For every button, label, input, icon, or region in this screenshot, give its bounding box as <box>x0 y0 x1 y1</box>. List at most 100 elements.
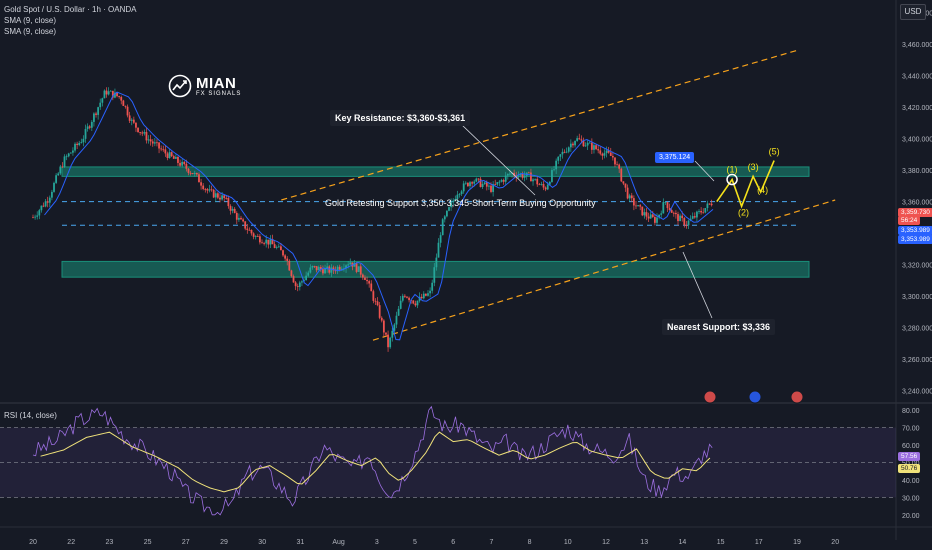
candle-body <box>509 173 511 175</box>
candle-body <box>332 267 335 271</box>
candle-body <box>460 191 463 194</box>
candle-body <box>593 145 595 150</box>
candle-body <box>338 266 341 270</box>
candle-body <box>406 296 408 298</box>
time-tick-label: 3 <box>375 539 379 546</box>
sma-legend-2[interactable]: SMA (9, close) <box>4 27 57 36</box>
candle-body <box>670 210 673 213</box>
candle-body <box>301 281 303 283</box>
candle-body <box>595 145 597 150</box>
candle-body <box>181 161 184 166</box>
time-tick-label: 30 <box>258 539 266 546</box>
candle-body <box>521 173 524 178</box>
candle-body <box>84 128 87 139</box>
candle-body <box>103 90 106 99</box>
time-tick-label: 8 <box>528 539 532 546</box>
candle-body <box>416 300 419 306</box>
price-tick-label: 3,400.000 <box>902 137 932 144</box>
candle-body <box>195 172 198 175</box>
analysis-text[interactable]: Gold Retesting Support 3,350-3,345-Short… <box>325 198 596 208</box>
time-tick-label: 23 <box>106 539 114 546</box>
candle-body <box>292 276 295 283</box>
candle-body <box>540 184 543 185</box>
candle-body <box>288 260 291 271</box>
current-price-tag: 3,359.730 <box>898 208 932 217</box>
candle-body <box>74 143 76 151</box>
candle-body <box>319 267 322 270</box>
candle-body <box>567 147 570 152</box>
candle-body <box>139 132 142 133</box>
candle-body <box>366 279 368 282</box>
candle-body <box>452 200 455 203</box>
wave-label: (3) <box>748 162 759 172</box>
candle-body <box>609 152 612 156</box>
candle-body <box>582 140 585 147</box>
candle-body <box>80 142 83 143</box>
candle-body <box>542 184 545 188</box>
wave-label: (2) <box>738 208 749 218</box>
candle-body <box>548 181 551 185</box>
candle-body <box>530 172 532 182</box>
candle-body <box>223 195 226 199</box>
candle-body <box>280 246 282 251</box>
candle-body <box>90 121 93 128</box>
candle-body <box>340 268 343 270</box>
candle-body <box>643 212 646 216</box>
candle-body <box>242 219 244 222</box>
chart-legend: Gold Spot / U.S. Dollar · 1h · OANDA SMA… <box>4 4 137 37</box>
candle-body <box>88 126 91 128</box>
candle-body <box>336 266 339 272</box>
candle-body <box>326 266 329 269</box>
candle-body <box>420 296 423 299</box>
currency-button[interactable]: USD <box>900 4 926 20</box>
candle-body <box>656 217 658 223</box>
candle-body <box>387 334 389 348</box>
candle-body <box>584 145 587 147</box>
candle-body <box>496 182 499 185</box>
rsi-tick-label: 80.00 <box>902 408 920 415</box>
candle-body <box>414 303 417 306</box>
candle-body <box>101 98 104 103</box>
candle-body <box>44 201 47 207</box>
candle-body <box>637 205 639 207</box>
price-tick-label: 3,460.000 <box>902 42 932 49</box>
sma-legend-1[interactable]: SMA (9, close) <box>4 16 57 25</box>
economic-event-icon <box>790 390 804 404</box>
support-pointer-line <box>682 251 713 319</box>
target-price-tag[interactable]: 3,375.124 <box>655 152 695 163</box>
candle-body <box>504 175 507 182</box>
rsi-legend[interactable]: RSI (14, close) <box>4 411 57 420</box>
candle-body <box>519 173 522 176</box>
time-tick-label: 12 <box>602 539 610 546</box>
candle-body <box>160 148 163 150</box>
candle-body <box>532 179 534 182</box>
key-resistance-callout[interactable]: Key Resistance: $3,360-$3,361 <box>330 110 471 126</box>
nearest-support-callout[interactable]: Nearest Support: $3,336 <box>662 319 776 335</box>
candle-body <box>675 212 677 215</box>
candle-body <box>311 266 314 268</box>
time-tick-label: 5 <box>413 539 417 546</box>
candle-body <box>179 162 181 166</box>
candle-body <box>630 195 633 199</box>
candle-body <box>572 143 574 146</box>
candle-body <box>114 92 116 98</box>
candle-body <box>53 182 55 192</box>
candle-body <box>546 184 549 190</box>
candle-body <box>685 225 688 226</box>
candle-body <box>527 172 530 174</box>
symbol-title[interactable]: Gold Spot / U.S. Dollar · 1h · OANDA <box>4 5 137 14</box>
candle-body <box>183 161 186 165</box>
price-tick-label: 3,280.000 <box>902 326 932 333</box>
time-tick-label: 20 <box>29 539 37 546</box>
candle-body <box>177 156 179 163</box>
candles <box>32 87 713 352</box>
time-tick-label: 31 <box>297 539 305 546</box>
time-tick-label: 20 <box>831 539 839 546</box>
candle-body <box>298 282 301 287</box>
candle-body <box>158 142 160 149</box>
candle-body <box>534 178 537 180</box>
candle-body <box>273 244 276 248</box>
candle-body <box>172 156 175 159</box>
candle-body <box>86 126 89 129</box>
